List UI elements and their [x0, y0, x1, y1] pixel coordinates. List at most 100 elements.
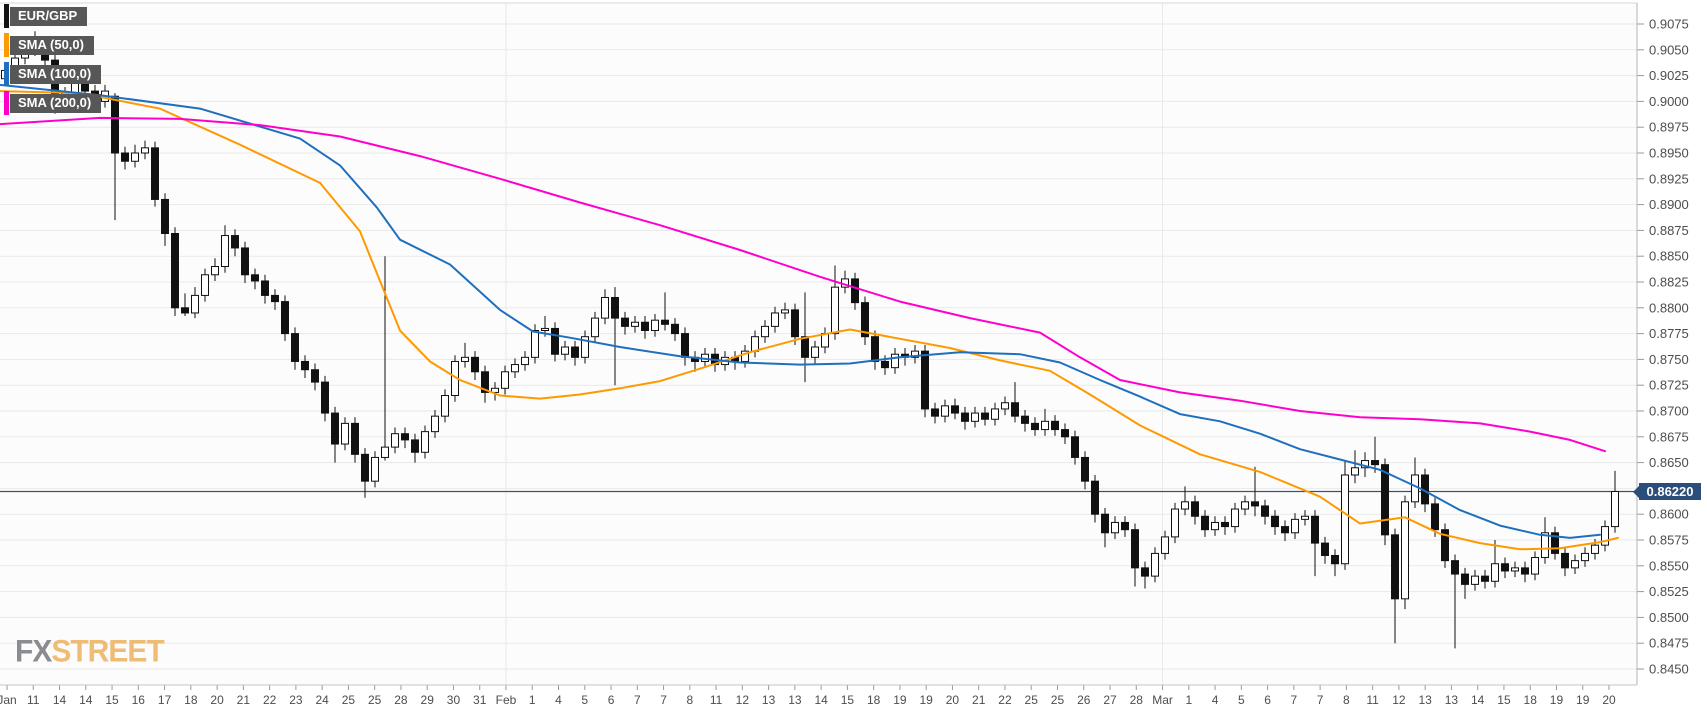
candle-down [961, 412, 969, 422]
candle-down [1081, 456, 1089, 482]
candle-up [1401, 501, 1409, 600]
fxstreet-logo: FXSTREET [15, 634, 165, 670]
candle-up [1171, 508, 1179, 538]
candle-up [531, 330, 539, 358]
x-axis-label: 7 [1317, 693, 1324, 707]
plot-background [0, 3, 1637, 685]
legend-row-pair: EUR/GBP [0, 4, 101, 28]
candle-up [441, 395, 449, 417]
x-axis-label: 23 [289, 693, 303, 707]
candle-down [301, 360, 309, 371]
candle-down [361, 453, 369, 482]
candle-up [1041, 420, 1049, 431]
candle-up [1001, 402, 1009, 410]
candle-up [1541, 532, 1549, 559]
x-axis-label: 25 [342, 693, 356, 707]
candle-up [831, 286, 839, 335]
candle-down [621, 317, 629, 327]
candle-down [641, 321, 649, 332]
candle-down [921, 350, 929, 410]
candle-down [551, 327, 559, 355]
candle-down [161, 198, 169, 234]
x-axis-label: 15 [841, 693, 855, 707]
candle-down [471, 356, 479, 373]
y-axis-label: 0.9000 [1649, 94, 1689, 109]
candle-down [1131, 529, 1139, 569]
candle-up [1291, 518, 1299, 534]
candle-down [411, 439, 419, 453]
candle-up [651, 319, 659, 332]
candle-up [561, 346, 569, 355]
x-axis-label: 12 [1392, 693, 1406, 707]
x-axis-label: 13 [762, 693, 776, 707]
candle-down [1021, 415, 1029, 424]
x-axis-label: 4 [555, 693, 562, 707]
y-axis-label: 0.8725 [1649, 378, 1689, 393]
y-axis-label: 0.8675 [1649, 429, 1689, 444]
sma200-color-bar-icon [4, 91, 9, 115]
sma100-line [0, 83, 1601, 539]
candle-down [851, 278, 859, 304]
x-axis-label: 28 [394, 693, 408, 707]
x-axis-label: 22 [998, 693, 1012, 707]
candle-down [261, 280, 269, 296]
x-axis-label: 25 [1051, 693, 1065, 707]
y-axis-label: 0.8575 [1649, 533, 1689, 548]
candle-up [1511, 567, 1519, 572]
candle-down [1071, 436, 1079, 458]
candle-up [1151, 552, 1159, 577]
x-axis-label: 20 [946, 693, 960, 707]
sma200-line [0, 116, 1606, 453]
candle-up [221, 235, 229, 268]
candle-down [1011, 402, 1019, 417]
candle-up [1211, 521, 1219, 531]
candle-down [1031, 422, 1039, 431]
x-axis-label: Jan [0, 693, 17, 707]
x-axis-label: 11 [27, 693, 40, 707]
candle-up [941, 405, 949, 417]
x-axis-label: Feb [496, 693, 517, 707]
candle-up [511, 364, 519, 373]
y-axis-label: 0.8550 [1649, 558, 1689, 573]
legend-label-pair: EUR/GBP [10, 6, 88, 26]
candle-up [1111, 521, 1119, 534]
x-axis-label: 28 [1130, 693, 1144, 707]
candle-up [811, 346, 819, 358]
legend-label-sma100: SMA (100,0) [10, 64, 102, 84]
y-axis-label: 0.8900 [1649, 197, 1689, 212]
candle-down [671, 323, 679, 335]
x-axis-label: 21 [237, 693, 251, 707]
y-axis-label: 0.8475 [1649, 636, 1689, 651]
y-axis-label: 0.8450 [1649, 662, 1689, 677]
candle-up [1181, 501, 1189, 510]
candle-up [581, 336, 589, 358]
x-axis-label: 18 [1524, 693, 1538, 707]
y-axis-label: 0.9050 [1649, 42, 1689, 57]
candle-up [781, 309, 789, 314]
x-axis-label: 19 [893, 693, 907, 707]
candle-up [501, 371, 509, 389]
candle-up [1581, 552, 1589, 562]
candle-up [601, 296, 609, 319]
candle-down [281, 301, 289, 335]
x-axis-label: 14 [53, 693, 67, 707]
x-axis-label: 13 [1418, 693, 1432, 707]
candle-down [1521, 567, 1529, 575]
x-axis-label: 22 [263, 693, 277, 707]
candle-down [1371, 460, 1379, 466]
x-axis-label: 8 [686, 693, 693, 707]
candle-up [521, 356, 529, 366]
sma50-line [0, 90, 1619, 551]
x-axis-label: 14 [79, 693, 93, 707]
candle-down [1501, 563, 1509, 572]
candle-up [201, 274, 209, 296]
x-axis-label: 7 [660, 693, 667, 707]
candle-down [481, 371, 489, 393]
legend-label-sma200: SMA (200,0) [10, 93, 102, 113]
candle-up [991, 408, 999, 420]
x-axis-label: 19 [1550, 693, 1564, 707]
candle-down [1391, 534, 1399, 600]
candle-down [111, 95, 119, 154]
x-axis-label: 19 [920, 693, 934, 707]
